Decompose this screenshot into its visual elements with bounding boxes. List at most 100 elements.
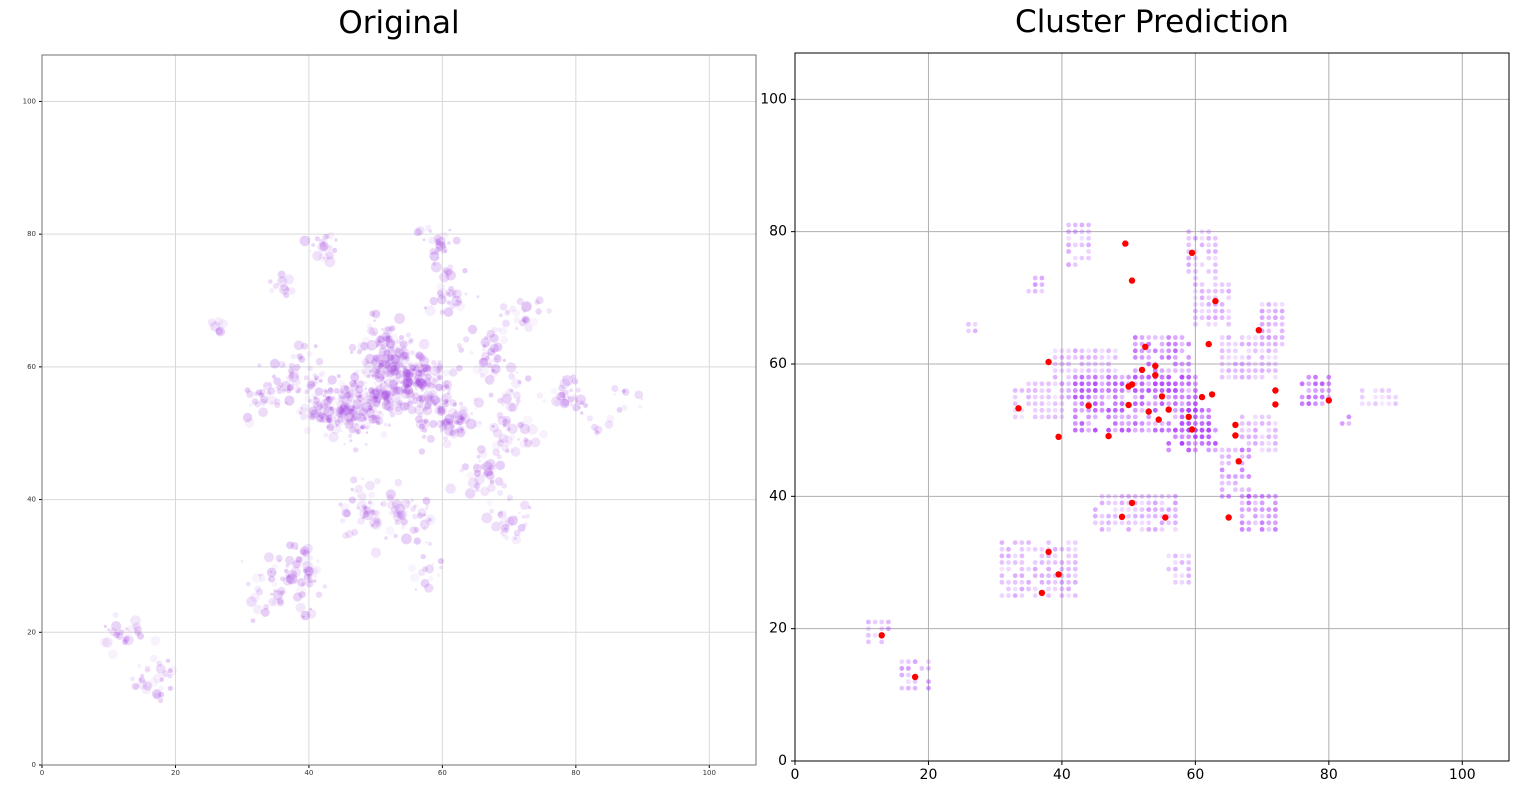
sample-point [1146, 348, 1152, 354]
sample-point [1239, 434, 1245, 440]
sample-point [1079, 394, 1085, 400]
original-point [323, 432, 329, 438]
original-point [432, 399, 436, 404]
original-point [287, 383, 295, 391]
sample-point [1039, 579, 1045, 585]
sample-point [1213, 235, 1218, 241]
sample-point [1239, 427, 1245, 433]
original-point [328, 419, 332, 424]
original-point [286, 575, 295, 584]
original-point [414, 386, 419, 391]
original-point [300, 413, 308, 421]
original-point [413, 503, 419, 509]
sample-point [1092, 374, 1098, 380]
original-point [148, 677, 158, 688]
sample-point [1079, 368, 1085, 373]
sample-point [1032, 414, 1038, 420]
original-point [348, 496, 356, 504]
original-point [456, 364, 463, 372]
cluster-center-point [1272, 387, 1279, 394]
original-point [447, 408, 458, 418]
original-point [492, 357, 499, 364]
sample-point [1152, 513, 1158, 519]
sample-point [1159, 421, 1165, 426]
original-point [416, 379, 427, 390]
original-point [313, 376, 322, 384]
sample-point [1112, 374, 1118, 380]
sample-point [1159, 388, 1165, 393]
original-point [556, 392, 566, 401]
original-point [382, 350, 391, 358]
sample-point [1206, 447, 1212, 453]
original-point [371, 365, 381, 375]
original-point [480, 486, 490, 497]
original-point [293, 592, 303, 602]
sample-point [1072, 579, 1078, 585]
original-point [218, 319, 228, 329]
sample-point [1159, 374, 1165, 380]
original-point [505, 362, 517, 373]
sample-point [1199, 427, 1205, 433]
original-point [384, 336, 392, 344]
original-point [309, 250, 312, 253]
original-point [127, 624, 137, 634]
original-point [398, 347, 410, 358]
original-point [285, 555, 295, 565]
sample-point [1186, 441, 1192, 446]
sample-point [899, 666, 905, 671]
original-point [485, 459, 496, 470]
original-point [306, 412, 315, 421]
original-point [521, 316, 528, 323]
original-point [492, 448, 500, 456]
original-point [382, 336, 391, 345]
original-point [277, 599, 284, 607]
original-point [491, 424, 495, 428]
original-point [481, 357, 484, 361]
original-point [276, 384, 282, 391]
original-point [494, 477, 504, 486]
original-point [339, 388, 345, 394]
sample-point [1193, 374, 1198, 380]
sample-point [1266, 427, 1272, 433]
original-point [436, 407, 446, 416]
original-point [376, 375, 381, 379]
original-point [301, 342, 308, 350]
original-point [436, 573, 441, 577]
original-point [371, 414, 377, 420]
sample-point [1273, 527, 1278, 532]
sample-point [1266, 302, 1272, 307]
original-point [263, 604, 270, 610]
original-point [258, 574, 261, 577]
original-point [381, 332, 391, 341]
original-point [521, 315, 529, 323]
sample-point [1099, 527, 1105, 532]
original-point [320, 413, 330, 424]
sample-point [1039, 407, 1045, 413]
sample-point [1219, 374, 1225, 380]
original-point [293, 363, 301, 371]
sample-point [1119, 421, 1125, 426]
sample-point [1166, 427, 1172, 433]
original-point [410, 362, 417, 369]
sample-point [1066, 573, 1071, 579]
original-point [334, 238, 338, 242]
original-point [358, 405, 363, 410]
sample-point [1072, 229, 1078, 235]
sample-point [1106, 427, 1111, 433]
original-point [376, 338, 383, 346]
original-point [329, 406, 333, 410]
original-point [298, 591, 306, 599]
original-point [431, 360, 437, 366]
sample-point [1186, 235, 1192, 241]
sample-point [1173, 434, 1178, 440]
sample-point [1106, 414, 1111, 420]
sample-point [1259, 302, 1265, 307]
sample-point [1186, 341, 1192, 347]
sample-point [1239, 507, 1245, 512]
sample-point [1219, 474, 1225, 479]
original-point [388, 325, 395, 332]
sample-point [1179, 407, 1185, 413]
original-point [144, 665, 151, 672]
sample-point [1213, 288, 1218, 294]
sample-point [1139, 335, 1145, 340]
